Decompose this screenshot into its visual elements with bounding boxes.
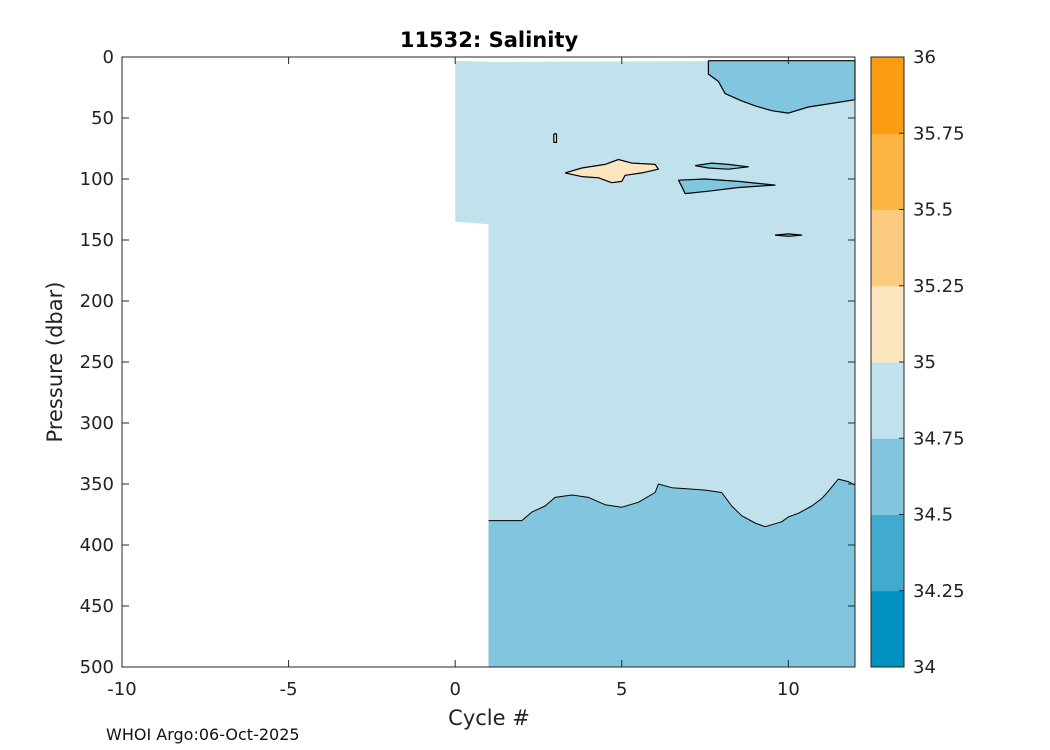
- chart-title: 11532: Salinity: [400, 28, 579, 52]
- colorbar-tick-label: 34.75: [913, 428, 965, 449]
- colorbar-segment: [871, 57, 904, 134]
- y-tick-label: 500: [80, 657, 114, 678]
- x-tick-label: 5: [616, 679, 627, 700]
- x-tick-label: -5: [280, 679, 298, 700]
- colorbar-tick-label: 34.25: [913, 581, 965, 602]
- colorbar-tick-label: 35.5: [913, 200, 953, 221]
- colorbar-tick-label: 35.75: [913, 123, 965, 144]
- contour-fill-surface-fresh-patch: [708, 60, 855, 114]
- colorbar-segment: [871, 590, 904, 668]
- y-tick-label: 150: [80, 230, 114, 251]
- x-tick-label: -10: [107, 679, 136, 700]
- x-tick-label: 10: [777, 679, 800, 700]
- contour-line-fresh-lens-145dbar: [774, 233, 803, 237]
- y-tick-label: 50: [91, 108, 114, 129]
- y-tick-label: 100: [80, 169, 114, 190]
- y-tick-label: 450: [80, 596, 114, 617]
- y-axis-label: Pressure (dbar): [43, 282, 67, 443]
- colorbar-segment: [871, 362, 904, 439]
- contour-line-fresh-lens-100dbar: [677, 178, 776, 195]
- contour-line-saline-dot-65dbar: [553, 133, 558, 143]
- colorbar-tick-label: 34: [913, 657, 936, 678]
- colorbar-tick-label: 35.25: [913, 276, 965, 297]
- y-tick-label: 300: [80, 413, 114, 434]
- colorbar-segment: [871, 438, 904, 515]
- x-tick-label: 0: [449, 679, 460, 700]
- contour-fill-fresh-lens-100dbar: [678, 179, 775, 194]
- colorbar-segment: [871, 133, 904, 210]
- contour-line-saline-lens-95dbar: [564, 158, 660, 184]
- y-tick-label: 200: [80, 291, 114, 312]
- y-tick-label: 400: [80, 535, 114, 556]
- contour-line-fresh-lens-90dbar: [694, 162, 750, 170]
- x-axis-label: Cycle #: [448, 706, 530, 730]
- contour-line-deep-lower-salinity-layer: [488, 478, 856, 528]
- footer-credit: WHOI Argo:06-Oct-2025: [106, 725, 300, 744]
- y-tick-label: 250: [80, 352, 114, 373]
- colorbar-tick-label: 34.5: [913, 505, 953, 526]
- colorbar-segment: [871, 514, 904, 592]
- y-tick-label: 350: [80, 474, 114, 495]
- colorbar-tick-label: 36: [913, 47, 936, 68]
- contour-fill-saline-dot-65dbar: [553, 133, 557, 143]
- colorbar-segment: [871, 209, 904, 287]
- contour-fill-deep-lower-salinity-layer: [488, 479, 855, 667]
- colorbar-tick-label: 35: [913, 352, 936, 373]
- colorbar-segment: [871, 285, 904, 363]
- y-tick-label: 0: [103, 47, 114, 68]
